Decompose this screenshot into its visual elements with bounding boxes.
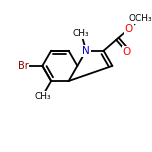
Text: OCH₃: OCH₃	[129, 14, 152, 23]
Text: CH₃: CH₃	[73, 29, 90, 38]
Text: N: N	[82, 46, 90, 56]
Text: O: O	[125, 24, 133, 34]
Text: CH₃: CH₃	[34, 92, 51, 101]
Text: O: O	[122, 47, 131, 57]
Text: Br: Br	[18, 61, 28, 71]
